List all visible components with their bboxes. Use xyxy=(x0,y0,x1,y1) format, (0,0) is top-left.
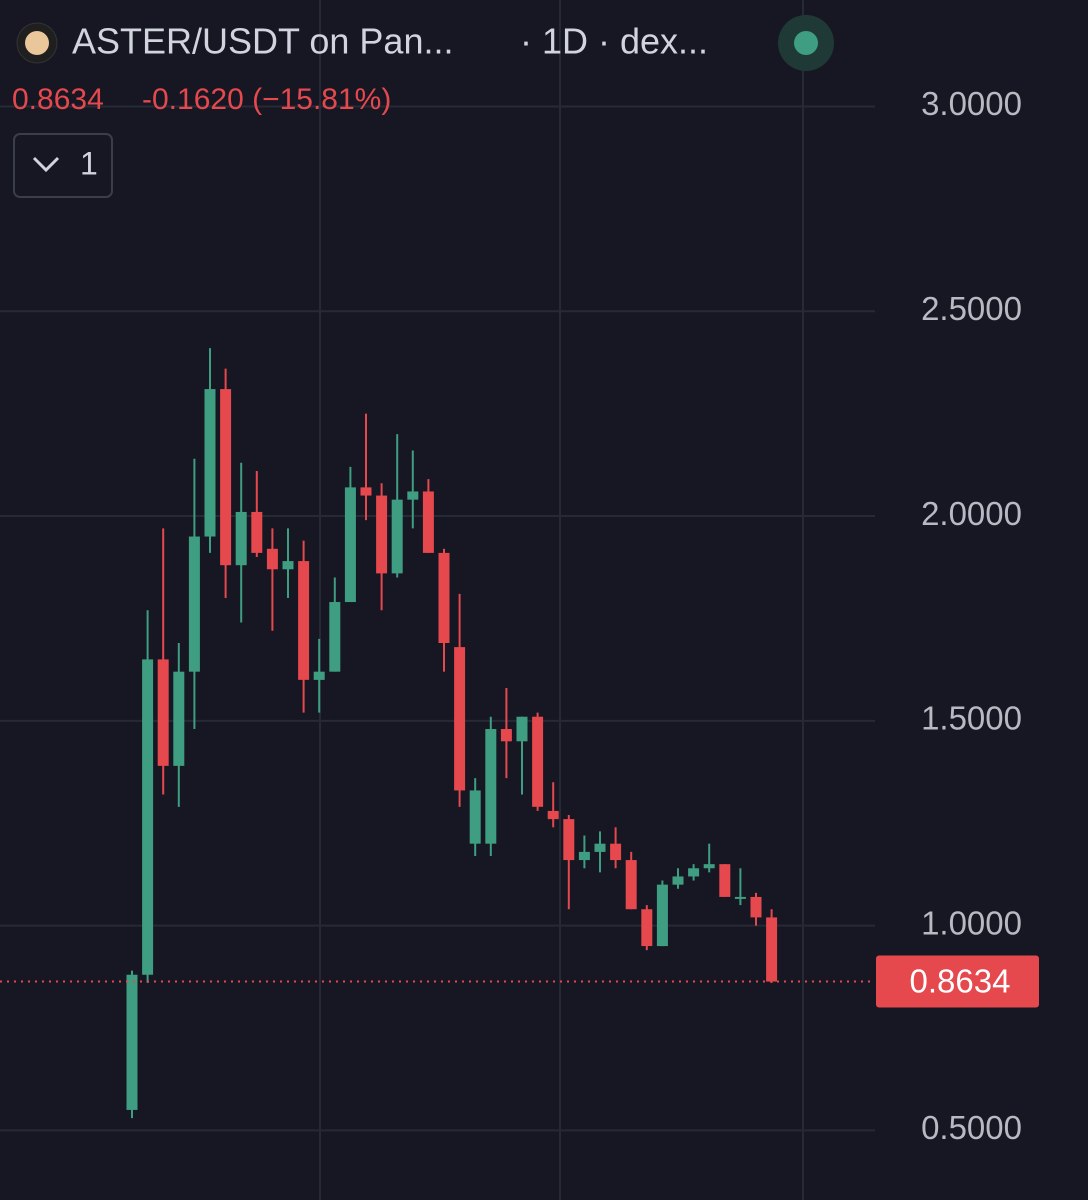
candle-body xyxy=(766,917,778,982)
candle-body xyxy=(703,864,715,869)
y-tick-label: 0.5000 xyxy=(921,1109,1022,1146)
candle-body xyxy=(344,487,356,603)
candle-body xyxy=(547,810,559,820)
candle-body xyxy=(672,876,684,885)
interval[interactable]: · 1D · dex... xyxy=(520,21,708,62)
y-tick-label: 1.5000 xyxy=(921,700,1022,737)
candle-body xyxy=(391,499,403,574)
candle-body xyxy=(454,647,466,791)
candle-body xyxy=(578,851,590,861)
status-dot xyxy=(794,31,818,55)
candle-body xyxy=(719,864,731,897)
candle-body xyxy=(360,487,372,496)
candle-body xyxy=(266,548,278,570)
last-price: 0.8634 xyxy=(12,83,104,116)
y-tick-label: 2.5000 xyxy=(921,290,1022,327)
candle-body xyxy=(516,716,528,742)
candle-body xyxy=(126,974,138,1110)
candle-body xyxy=(485,729,497,844)
price-change: -0.1620 (−15.81%) xyxy=(142,83,391,116)
candle-body xyxy=(438,552,450,644)
candle-body xyxy=(157,659,169,766)
indicator-toggle[interactable] xyxy=(13,133,113,198)
candle-body xyxy=(142,659,154,975)
chevron xyxy=(32,156,60,173)
candle-body xyxy=(251,511,263,553)
symbol-title[interactable]: ASTER/USDT on Pan... xyxy=(72,21,453,62)
candle-body xyxy=(641,909,653,947)
candle-body xyxy=(625,860,637,910)
candle-body xyxy=(610,843,622,861)
price-tag xyxy=(876,955,1039,1008)
candle-body xyxy=(313,671,325,680)
candle-body xyxy=(688,868,700,877)
header: ASTER/USDT on Pan... · 1D · dex... 0.863… xyxy=(12,15,834,198)
candle-body xyxy=(656,884,668,947)
candle-body xyxy=(594,843,606,852)
y-tick-label: 3.0000 xyxy=(921,85,1022,122)
candle-body xyxy=(220,389,232,566)
candle-body xyxy=(422,491,434,553)
candle-body xyxy=(407,491,419,500)
candle-body xyxy=(173,671,185,766)
time-grid xyxy=(319,0,804,1200)
indicator-count[interactable]: 1 xyxy=(80,145,98,181)
price-tag-label: 0.8634 xyxy=(910,962,1011,999)
candle-body xyxy=(532,716,544,807)
candle-body xyxy=(329,602,341,672)
candle-body xyxy=(235,511,247,566)
y-tick-label: 2.0000 xyxy=(921,495,1022,532)
candle-body xyxy=(734,896,746,899)
symbol-icon-inner xyxy=(25,31,49,55)
candle-body xyxy=(204,389,216,537)
candle-body xyxy=(750,896,762,918)
plot: 3.0000 2.5000 2.0000 1.5000 1.0000 0.5000 0.86… xyxy=(0,85,1039,1146)
candle-body xyxy=(188,536,200,672)
candle-body xyxy=(282,561,294,570)
candle-body xyxy=(298,561,310,680)
candle-body xyxy=(563,819,575,861)
candle-body xyxy=(500,729,512,742)
candle-body xyxy=(469,790,481,844)
candle-body xyxy=(376,495,388,574)
y-tick-label: 1.0000 xyxy=(921,904,1022,941)
